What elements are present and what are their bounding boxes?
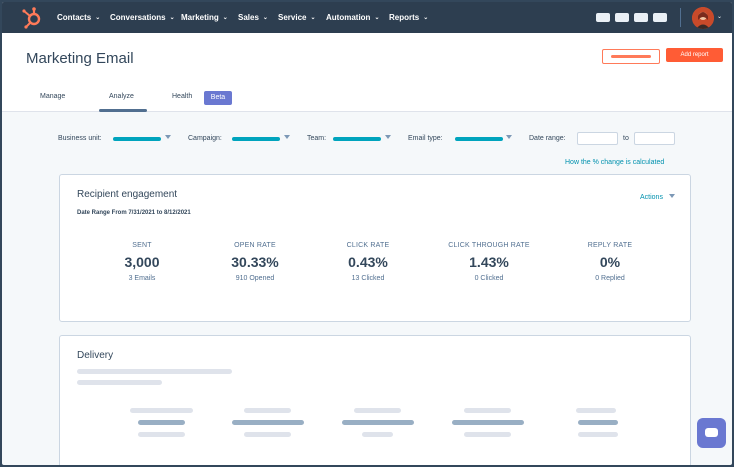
caret-down-icon[interactable]	[284, 135, 290, 139]
business-unit-dropdown[interactable]	[113, 137, 161, 141]
nav-automation[interactable]: Automation ⌄	[326, 2, 379, 33]
nav-conversations[interactable]: Conversations ⌄	[110, 2, 175, 33]
tab-manage[interactable]: Manage	[40, 93, 66, 100]
chevron-down-icon[interactable]: ⌄	[717, 14, 723, 20]
date-range-label: Date range:	[529, 135, 566, 142]
hubspot-sprocket-icon[interactable]	[20, 6, 44, 30]
tab-health[interactable]: Health	[172, 93, 193, 100]
loading-placeholder	[130, 408, 193, 413]
avatar[interactable]	[692, 7, 714, 29]
metric-click-rate: CLICK RATE 0.43% 13 Clicked	[308, 242, 428, 282]
card-title: Recipient engagement	[77, 189, 178, 200]
chevron-down-icon: ⌄	[222, 15, 228, 21]
metric-subtext: 0 Clicked	[474, 275, 504, 282]
metric-value: 0%	[599, 254, 621, 270]
metric-label: CLICK RATE	[346, 242, 390, 249]
nav-service[interactable]: Service ⌄	[278, 2, 316, 33]
nav-contacts[interactable]: Contacts ⌄	[57, 2, 100, 33]
metric-reply-rate: REPLY RATE 0% 0 Replied	[550, 242, 670, 282]
loading-placeholder	[452, 420, 524, 425]
loading-placeholder	[578, 420, 618, 425]
active-tab-indicator	[99, 109, 147, 112]
chevron-down-icon: ⌄	[310, 15, 316, 21]
loading-placeholder	[138, 432, 185, 437]
beta-badge: Beta	[204, 91, 232, 105]
loading-placeholder	[77, 369, 232, 374]
chevron-down-icon: ⌄	[423, 15, 429, 21]
metric-subtext: 3 Emails	[128, 275, 156, 282]
nav-marketing[interactable]: Marketing ⌄	[181, 2, 228, 33]
nav-reports[interactable]: Reports ⌄	[389, 2, 428, 33]
chevron-down-icon: ⌄	[262, 15, 268, 21]
nav-sales[interactable]: Sales ⌄	[238, 2, 268, 33]
caret-down-icon[interactable]	[506, 135, 512, 139]
caret-down-icon[interactable]	[385, 135, 391, 139]
date-to-label: to	[623, 135, 629, 142]
metric-value: 1.43%	[469, 254, 509, 270]
add-report-button[interactable]: Add report	[666, 48, 723, 62]
metric-value: 30.33%	[231, 254, 279, 270]
campaign-dropdown[interactable]	[232, 137, 280, 141]
email-type-dropdown[interactable]	[455, 137, 503, 141]
secondary-action-button[interactable]	[602, 49, 660, 64]
loading-placeholder	[464, 432, 511, 437]
loading-placeholder	[342, 420, 414, 425]
date-range-text: Date Range From 7/31/2021 to 8/12/2021	[77, 210, 191, 216]
chevron-down-icon: ⌄	[95, 15, 101, 21]
chat-launcher-button[interactable]	[697, 418, 726, 448]
button-label-placeholder	[611, 55, 651, 58]
metric-click-through-rate: CLICK THROUGH RATE 1.43% 0 Clicked	[429, 242, 549, 282]
user-avatar-icon	[692, 7, 714, 29]
metric-subtext: 0 Replied	[595, 275, 625, 282]
delivery-card: Delivery	[59, 335, 691, 465]
business-unit-label: Business unit:	[58, 135, 102, 142]
loading-placeholder	[138, 420, 185, 425]
metric-subtext: 13 Clicked	[351, 275, 385, 282]
metric-label: CLICK THROUGH RATE	[448, 242, 530, 249]
date-end-input[interactable]	[634, 132, 675, 145]
recipient-engagement-card: Recipient engagement Date Range From 7/3…	[59, 174, 691, 322]
loading-placeholder	[77, 380, 162, 385]
actions-dropdown[interactable]: Actions	[640, 194, 675, 201]
nav-utility-button-4[interactable]	[653, 13, 667, 22]
team-dropdown[interactable]	[333, 137, 381, 141]
metric-open-rate: OPEN RATE 30.33% 910 Opened	[195, 242, 315, 282]
nav-divider	[680, 8, 681, 27]
team-label: Team:	[307, 135, 327, 142]
nav-utility-button-2[interactable]	[615, 13, 629, 22]
page-title: Marketing Email	[26, 50, 134, 67]
caret-down-icon[interactable]	[165, 135, 171, 139]
metric-value: 0.43%	[348, 254, 388, 270]
loading-placeholder	[578, 432, 618, 437]
nav-utility-button-1[interactable]	[596, 13, 610, 22]
metric-label: OPEN RATE	[234, 242, 276, 249]
tab-analyze[interactable]: Analyze	[109, 93, 134, 100]
loading-placeholder	[244, 408, 291, 413]
loading-placeholder	[354, 408, 401, 413]
chat-bubble-icon	[705, 428, 718, 437]
top-navigation: Contacts ⌄ Conversations ⌄ Marketing ⌄ Sale…	[2, 2, 732, 33]
card-title: Delivery	[77, 350, 114, 361]
loading-placeholder	[362, 432, 393, 437]
loading-placeholder	[464, 408, 511, 413]
nav-utility-button-3[interactable]	[634, 13, 648, 22]
metric-label: SENT	[132, 242, 152, 249]
chevron-down-icon: ⌄	[374, 15, 380, 21]
chevron-down-icon: ⌄	[169, 15, 175, 21]
loading-placeholder	[232, 420, 304, 425]
loading-placeholder	[576, 408, 616, 413]
metric-subtext: 910 Opened	[235, 275, 275, 282]
campaign-label: Campaign:	[188, 135, 222, 142]
email-type-label: Email type:	[408, 135, 443, 142]
metric-sent: SENT 3,000 3 Emails	[82, 242, 202, 282]
metric-value: 3,000	[124, 254, 160, 270]
caret-down-icon	[668, 194, 675, 198]
date-start-input[interactable]	[577, 132, 618, 145]
loading-placeholder	[244, 432, 291, 437]
metric-label: REPLY RATE	[587, 242, 633, 249]
percent-change-help-link[interactable]: How the % change is calculated	[565, 159, 665, 166]
page-header: Marketing Email Add report Manage Analyz…	[2, 33, 732, 112]
